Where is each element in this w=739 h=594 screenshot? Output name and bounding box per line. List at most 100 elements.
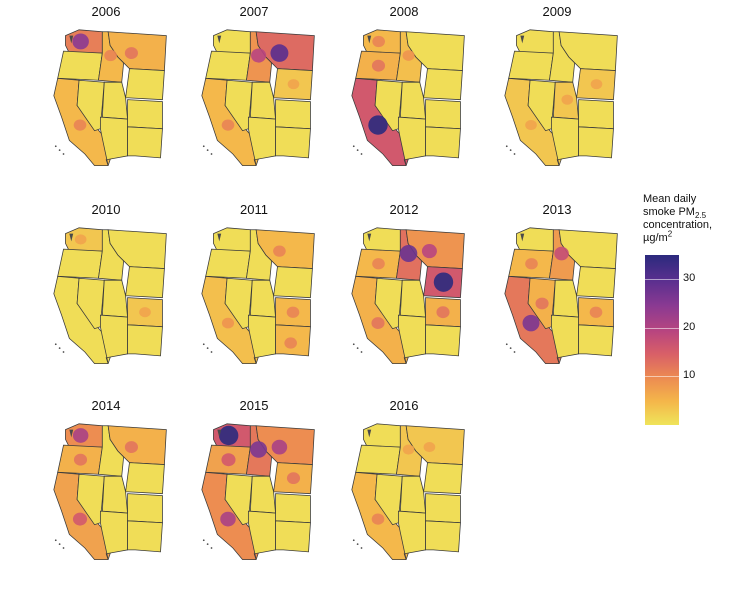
- smoke-hotspot-ca: [72, 512, 88, 526]
- state-co: [275, 493, 311, 524]
- smoke-hotspot-id: [554, 246, 569, 261]
- panel-year-label: 2011: [240, 202, 268, 217]
- channel-island-2: [62, 351, 65, 353]
- state-nm: [425, 520, 461, 553]
- smoke-hotspot-mt: [273, 245, 286, 257]
- western-us-map: [351, 227, 465, 365]
- puget-sound: [520, 35, 525, 44]
- legend-title-line4: µg/m2: [643, 229, 673, 244]
- smoke-hotspot-co: [139, 307, 151, 318]
- state-nm: [127, 520, 163, 553]
- smoke-hotspot-wa: [218, 425, 239, 446]
- smoke-hotspot-wa: [74, 234, 87, 245]
- smoke-hotspot-ca: [371, 513, 385, 525]
- western-us-map: [53, 29, 167, 167]
- puget-sound: [217, 35, 222, 44]
- smoke-hotspot-id: [402, 444, 415, 455]
- channel-island-2: [360, 547, 363, 549]
- state-or: [205, 50, 251, 81]
- state-mt: [405, 31, 465, 71]
- state-mt: [405, 425, 465, 465]
- state-or: [57, 50, 103, 81]
- smoke-hotspot-or: [221, 453, 236, 467]
- channel-island-1: [58, 149, 61, 151]
- channel-island-1: [356, 543, 359, 545]
- channel-island-0: [352, 343, 355, 346]
- smoke-hotspot-ca: [221, 317, 235, 329]
- state-co: [425, 99, 461, 130]
- state-az: [247, 510, 276, 560]
- state-nm: [275, 126, 311, 159]
- legend-color-bar: [645, 255, 679, 425]
- state-wy: [423, 68, 463, 101]
- smoke-hotspot-ca: [522, 314, 540, 332]
- state-ut: [399, 81, 426, 120]
- state-nv: [374, 473, 403, 526]
- smoke-hotspot-ca: [220, 511, 236, 527]
- channel-island-1: [509, 149, 512, 151]
- panel-year-label: 2007: [239, 4, 269, 19]
- state-co: [275, 99, 311, 130]
- legend-tick-mark: [645, 279, 679, 281]
- map-panel-2013: 2013: [489, 202, 629, 392]
- legend-title-line2: smoke PM2.5: [643, 206, 707, 221]
- smoke-hotspot-co: [436, 306, 450, 319]
- smoke-hotspot-ca: [368, 115, 388, 135]
- puget-sound: [367, 429, 372, 438]
- map-panel-2010: 2010: [38, 202, 178, 392]
- legend-title: Mean daily smoke PM2.5 concentration, µg…: [643, 193, 739, 245]
- state-ut: [249, 475, 276, 514]
- state-nv: [527, 79, 556, 132]
- puget-sound: [69, 35, 74, 44]
- western-us-map: [53, 423, 167, 561]
- legend-tick-label: 30: [683, 272, 696, 285]
- state-ut: [101, 475, 128, 514]
- state-mt: [558, 229, 618, 269]
- smoke-hotspot-id: [104, 49, 117, 62]
- smoke-hotspot-mt: [124, 47, 138, 60]
- legend-title-line1: Mean daily: [643, 193, 697, 205]
- western-us-map: [351, 423, 465, 561]
- state-nv: [224, 473, 253, 526]
- channel-island-0: [54, 343, 57, 346]
- state-nm: [578, 324, 614, 357]
- smoke-hotspot-nm: [284, 337, 297, 349]
- state-nm: [425, 126, 461, 159]
- map-panel-2006: 2006: [38, 4, 178, 194]
- legend-title-line3: concentration,: [643, 219, 713, 231]
- state-ut: [399, 279, 426, 318]
- channel-island-2: [210, 547, 213, 549]
- state-or: [205, 248, 251, 279]
- state-co: [127, 493, 163, 524]
- state-ut: [249, 81, 276, 120]
- smoke-hotspot-mt: [421, 244, 437, 259]
- smoke-hotspot-mt: [271, 439, 288, 455]
- panel-year-label: 2014: [91, 398, 121, 413]
- western-us-map: [53, 227, 167, 365]
- channel-island-2: [210, 153, 213, 155]
- state-az: [550, 116, 579, 166]
- state-or: [57, 248, 103, 279]
- state-nv: [76, 79, 105, 132]
- map-panel-2016: 2016: [336, 398, 476, 588]
- smoke-hotspot-ut: [561, 94, 574, 105]
- state-wy: [423, 462, 463, 495]
- western-us-map: [504, 227, 618, 365]
- panel-year-label: 2013: [542, 202, 572, 217]
- western-us-map: [201, 227, 315, 365]
- channel-island-2: [210, 351, 213, 353]
- state-nv: [76, 473, 105, 526]
- puget-sound: [367, 35, 372, 44]
- channel-island-0: [54, 145, 57, 148]
- channel-island-1: [356, 149, 359, 151]
- state-nm: [425, 324, 461, 357]
- channel-island-2: [62, 153, 65, 155]
- channel-island-0: [202, 539, 205, 542]
- state-nm: [127, 324, 163, 357]
- map-panel-2011: 2011: [186, 202, 326, 392]
- legend-tick-mark: [645, 327, 679, 329]
- state-or: [355, 444, 401, 475]
- puget-sound: [69, 429, 74, 438]
- smoke-hotspot-wa: [72, 33, 89, 50]
- panel-year-label: 2009: [542, 4, 572, 19]
